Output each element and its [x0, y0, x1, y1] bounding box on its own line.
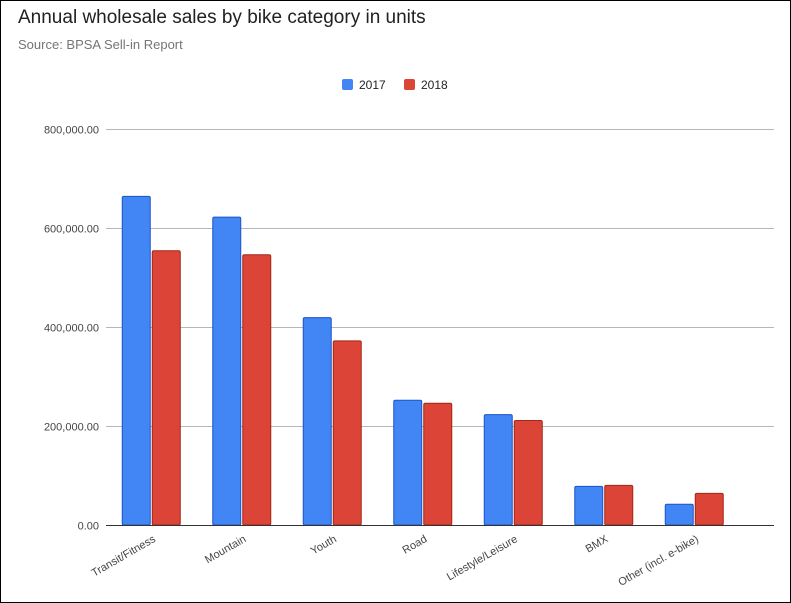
legend-swatch-2017: [342, 79, 353, 90]
bar-2017-road: [393, 399, 423, 526]
y-tick-label: 800,000.00: [44, 125, 99, 137]
bar-2017-bmx: [574, 485, 604, 526]
bar-2017-other-incl-e-bike-: [664, 503, 694, 526]
x-tick-label: Transit/Fitness: [90, 533, 159, 580]
legend-label-2018: 2018: [421, 78, 448, 92]
bar-2018-bmx: [604, 484, 634, 526]
x-tick-label: Mountain: [203, 533, 248, 566]
bar-2018-youth: [332, 340, 362, 526]
bar-2017-youth: [302, 317, 332, 526]
x-tick-label: Other (incl. e-bike): [616, 533, 700, 589]
bar-2018-lifestyle-leisure: [513, 420, 543, 526]
bar-2018-mountain: [242, 254, 272, 526]
legend-label-2017: 2017: [359, 78, 386, 92]
bar-2018-transit-fitness: [151, 250, 181, 526]
bar-2018-road: [423, 402, 453, 526]
legend-swatch-2018: [404, 79, 415, 90]
x-tick-label: BMX: [584, 533, 611, 556]
y-tick-label: 600,000.00: [44, 224, 99, 236]
chart-title: Annual wholesale sales by bike category …: [18, 7, 426, 28]
x-tick-label: Lifestyle/Leisure: [445, 533, 520, 583]
chart-subtitle: Source: BPSA Sell-in Report: [18, 37, 183, 52]
bar-2018-other-incl-e-bike-: [694, 492, 724, 526]
bar-2017-lifestyle-leisure: [483, 414, 513, 526]
y-tick-label: 400,000.00: [44, 323, 99, 335]
y-tick-label: 0.00: [78, 521, 99, 533]
x-tick-label: Youth: [309, 533, 339, 557]
bar-2017-mountain: [212, 216, 242, 526]
bar-2017-transit-fitness: [121, 195, 151, 526]
y-tick-label: 200,000.00: [44, 422, 99, 434]
x-tick-label: Road: [400, 533, 429, 557]
